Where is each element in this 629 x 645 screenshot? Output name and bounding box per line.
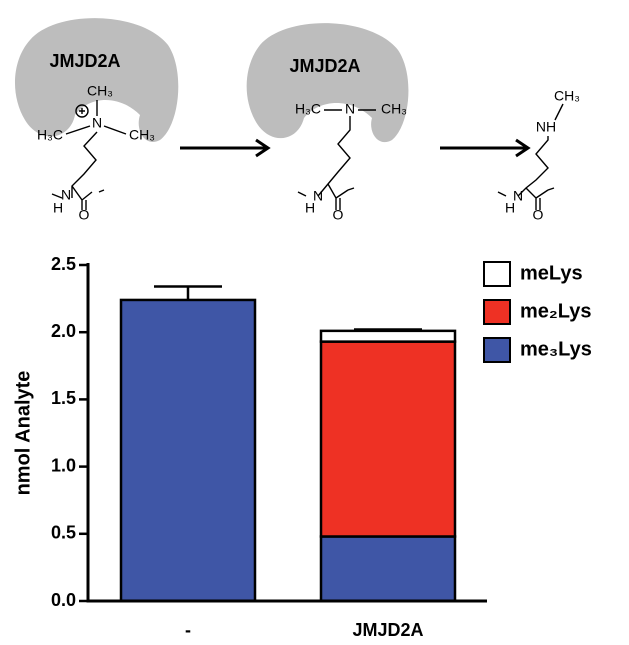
atom: H₃C xyxy=(37,127,63,143)
y-tick-label: 2.0 xyxy=(51,321,76,341)
reaction-scheme: JMJD2A CH₃ H₃C N CH₃ N H O JMJD2A H₃C N … xyxy=(14,18,580,223)
atom: H xyxy=(53,200,63,216)
legend-label: me₂Lys xyxy=(520,300,592,322)
chart: nmol Analyte 0.0 0.5 1.0 1.5 2.0 2.5 - JMJD2A me… xyxy=(12,254,592,640)
atom: CH₃ xyxy=(554,88,580,104)
bar-segment xyxy=(319,535,457,603)
atom: O xyxy=(533,207,544,223)
arrow xyxy=(440,138,531,158)
y-tick-label: 1.0 xyxy=(51,455,76,475)
charge xyxy=(75,104,89,118)
bonds xyxy=(51,100,127,210)
atom: N xyxy=(513,188,523,204)
bar-segment xyxy=(319,340,457,538)
error-bar xyxy=(154,285,222,300)
enzyme-shape xyxy=(14,18,179,142)
error-bar xyxy=(354,328,422,331)
y-tick-label: 0.5 xyxy=(51,523,76,543)
arrow xyxy=(180,138,271,158)
atom: N xyxy=(92,115,102,131)
bonds xyxy=(497,103,564,210)
atom: O xyxy=(79,207,90,223)
legend-label: meLys xyxy=(520,262,583,284)
y-tick-label: 0.0 xyxy=(51,590,76,610)
bar-segment xyxy=(119,298,257,603)
atom: N xyxy=(313,188,323,204)
enzyme-shape xyxy=(246,23,409,143)
atom: H xyxy=(305,200,315,216)
bonds xyxy=(297,109,376,210)
enzyme-label: JMJD2A xyxy=(49,51,120,71)
atom: H₃C xyxy=(295,101,321,117)
bar-segment xyxy=(319,329,457,343)
legend-swatch xyxy=(483,337,511,363)
y-tick-label: 1.5 xyxy=(51,388,76,408)
legend-label: me₃Lys xyxy=(520,338,592,360)
atom: CH₃ xyxy=(129,127,155,143)
y-axis-label: nmol Analyte xyxy=(12,371,34,496)
legend-swatch xyxy=(483,299,511,325)
atom: N xyxy=(61,187,71,203)
atom: CH₃ xyxy=(381,101,407,117)
x-tick-label: - xyxy=(185,620,191,640)
atom: O xyxy=(333,207,344,223)
y-tick-label: 2.5 xyxy=(51,254,76,274)
atom: CH₃ xyxy=(87,83,113,99)
atom: NH xyxy=(536,119,556,135)
legend-swatch xyxy=(483,261,511,287)
enzyme-label: JMJD2A xyxy=(289,56,360,76)
atom: H xyxy=(505,200,515,216)
x-tick-label: JMJD2A xyxy=(352,620,423,640)
atom: N xyxy=(345,101,355,117)
charge-sign xyxy=(79,108,85,114)
